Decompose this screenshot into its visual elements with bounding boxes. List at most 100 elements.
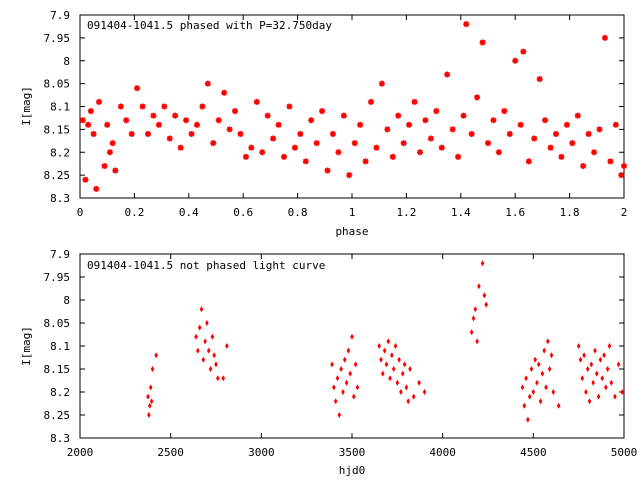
data-point bbox=[593, 347, 597, 354]
data-point bbox=[357, 121, 364, 128]
data-point bbox=[576, 343, 581, 349]
y-tick-label: 8 bbox=[63, 55, 70, 68]
data-point bbox=[342, 356, 347, 363]
data-point bbox=[479, 39, 486, 46]
data-point bbox=[384, 126, 391, 133]
data-point bbox=[471, 315, 476, 322]
x-tick-label: 0 bbox=[77, 206, 84, 219]
unphased-light-curve-panel: 091404-1041.5 not phased light curve hjd… bbox=[20, 248, 637, 477]
data-point bbox=[242, 153, 249, 160]
data-point bbox=[117, 103, 124, 110]
data-point bbox=[616, 361, 621, 368]
data-point bbox=[563, 121, 570, 128]
data-point bbox=[199, 103, 206, 110]
data-point bbox=[346, 172, 353, 179]
data-point bbox=[212, 352, 216, 359]
data-point bbox=[556, 402, 561, 409]
data-point bbox=[237, 130, 244, 137]
data-point bbox=[216, 375, 220, 382]
data-point bbox=[400, 370, 405, 377]
data-point bbox=[324, 167, 331, 174]
data-point bbox=[620, 389, 624, 395]
data-point bbox=[580, 162, 587, 169]
data-point bbox=[389, 153, 396, 160]
data-point bbox=[329, 130, 336, 137]
data-point bbox=[525, 158, 532, 165]
data-point bbox=[196, 347, 200, 354]
data-point bbox=[535, 379, 539, 386]
data-point bbox=[291, 144, 298, 151]
data-point bbox=[531, 135, 538, 142]
x-tick-label: 1.8 bbox=[560, 206, 580, 219]
chart-title: 091404-1041.5 not phased light curve bbox=[87, 259, 325, 272]
y-tick-label: 8.1 bbox=[50, 340, 70, 353]
data-point bbox=[596, 126, 603, 133]
data-point bbox=[340, 112, 347, 119]
data-point bbox=[319, 108, 326, 115]
data-point bbox=[587, 398, 592, 405]
data-point bbox=[520, 48, 527, 55]
data-point bbox=[506, 130, 513, 137]
x-tick-label: 1 bbox=[349, 206, 356, 219]
data-point bbox=[526, 416, 530, 423]
x-tick-label: 1.4 bbox=[451, 206, 471, 219]
data-point bbox=[350, 333, 354, 340]
y-tick-label: 8 bbox=[63, 294, 70, 307]
y-tick-label: 8.05 bbox=[44, 78, 71, 91]
data-point bbox=[546, 338, 550, 345]
data-point bbox=[215, 117, 222, 124]
data-point bbox=[411, 98, 418, 105]
y-tick-label: 8.25 bbox=[44, 409, 71, 422]
data-point bbox=[206, 347, 211, 354]
data-point bbox=[150, 112, 157, 119]
data-point bbox=[106, 149, 113, 156]
y-tick-label: 8.15 bbox=[44, 363, 71, 376]
data-point bbox=[214, 361, 218, 368]
data-point bbox=[395, 379, 400, 386]
data-point bbox=[333, 398, 338, 405]
x-tick-label: 4000 bbox=[429, 446, 456, 459]
data-point bbox=[542, 117, 549, 124]
x-axis-label: phase bbox=[335, 225, 368, 238]
x-tick-label: 3500 bbox=[339, 446, 366, 459]
data-point bbox=[468, 130, 475, 137]
x-tick-label: 0.4 bbox=[179, 206, 199, 219]
data-point bbox=[536, 361, 541, 368]
data-point bbox=[540, 370, 545, 377]
data-point bbox=[79, 117, 86, 124]
data-point bbox=[253, 98, 260, 105]
data-point bbox=[604, 384, 608, 391]
data-point bbox=[335, 149, 342, 156]
data-point bbox=[529, 366, 534, 372]
data-point bbox=[148, 402, 152, 409]
data-point bbox=[605, 366, 610, 372]
data-point bbox=[422, 117, 429, 124]
data-point bbox=[204, 80, 211, 87]
data-point bbox=[551, 389, 556, 395]
data-point bbox=[609, 379, 614, 386]
data-point bbox=[417, 379, 421, 386]
data-point bbox=[460, 112, 467, 119]
data-point bbox=[469, 329, 474, 336]
data-point bbox=[395, 112, 402, 119]
data-point bbox=[194, 333, 198, 340]
data-point bbox=[580, 375, 585, 382]
data-point bbox=[490, 117, 497, 124]
data-point bbox=[433, 108, 440, 115]
data-point bbox=[203, 338, 207, 345]
data-point bbox=[339, 366, 343, 372]
x-tick-label: 0.6 bbox=[233, 206, 253, 219]
data-point bbox=[602, 352, 606, 359]
data-point bbox=[474, 94, 481, 101]
data-point bbox=[527, 393, 532, 400]
data-point bbox=[553, 130, 559, 137]
data-point bbox=[355, 384, 360, 391]
data-point bbox=[538, 398, 543, 405]
data-point bbox=[373, 144, 380, 151]
data-point bbox=[313, 140, 320, 147]
data-point bbox=[595, 370, 599, 377]
data-point bbox=[146, 393, 150, 400]
data-point bbox=[377, 343, 381, 349]
data-point bbox=[177, 144, 184, 151]
